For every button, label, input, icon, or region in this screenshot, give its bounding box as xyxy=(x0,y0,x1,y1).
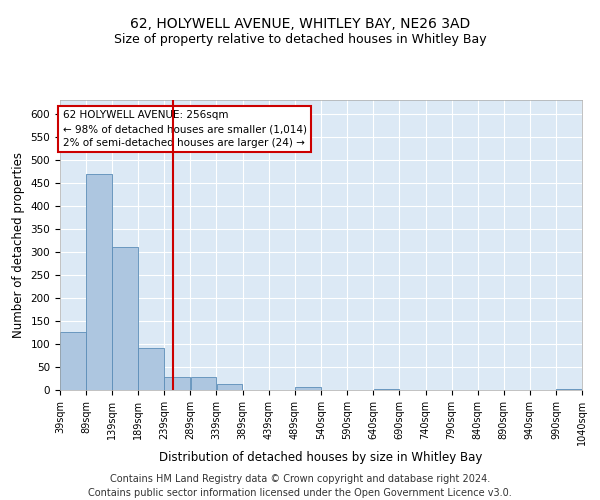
Bar xyxy=(164,377,190,390)
Bar xyxy=(139,348,164,390)
Y-axis label: Number of detached properties: Number of detached properties xyxy=(12,152,25,338)
Bar xyxy=(191,377,217,390)
X-axis label: Distribution of detached houses by size in Whitley Bay: Distribution of detached houses by size … xyxy=(160,450,482,464)
Text: 62, HOLYWELL AVENUE, WHITLEY BAY, NE26 3AD: 62, HOLYWELL AVENUE, WHITLEY BAY, NE26 3… xyxy=(130,18,470,32)
Bar xyxy=(374,389,400,390)
Bar xyxy=(295,387,321,390)
Text: 62 HOLYWELL AVENUE: 256sqm
← 98% of detached houses are smaller (1,014)
2% of se: 62 HOLYWELL AVENUE: 256sqm ← 98% of deta… xyxy=(62,110,307,148)
Text: Contains HM Land Registry data © Crown copyright and database right 2024.
Contai: Contains HM Land Registry data © Crown c… xyxy=(88,474,512,498)
Bar xyxy=(86,174,112,390)
Text: Size of property relative to detached houses in Whitley Bay: Size of property relative to detached ho… xyxy=(113,32,487,46)
Bar xyxy=(217,384,242,390)
Bar xyxy=(60,332,86,390)
Bar xyxy=(112,248,138,390)
Bar xyxy=(556,389,582,390)
